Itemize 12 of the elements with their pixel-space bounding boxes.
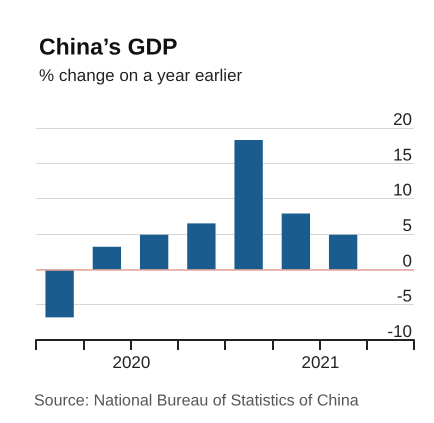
y-tick-label: 15 xyxy=(393,145,412,164)
y-tick-label: -5 xyxy=(396,286,412,306)
y-tick-label: 10 xyxy=(393,180,412,200)
y-tick-label: 0 xyxy=(402,251,412,270)
chart-subtitle: % change on a year earlier xyxy=(39,66,243,85)
y-tick-label: 20 xyxy=(393,110,412,129)
text: 2020 xyxy=(112,353,150,372)
y-tick-label: -10 xyxy=(387,322,412,341)
chart-title: China’s GDP xyxy=(39,34,178,60)
text: 2021 xyxy=(302,353,340,372)
y-tick-label: 5 xyxy=(402,216,412,235)
source-note: Source: National Bureau of Statistics of China xyxy=(34,392,359,410)
